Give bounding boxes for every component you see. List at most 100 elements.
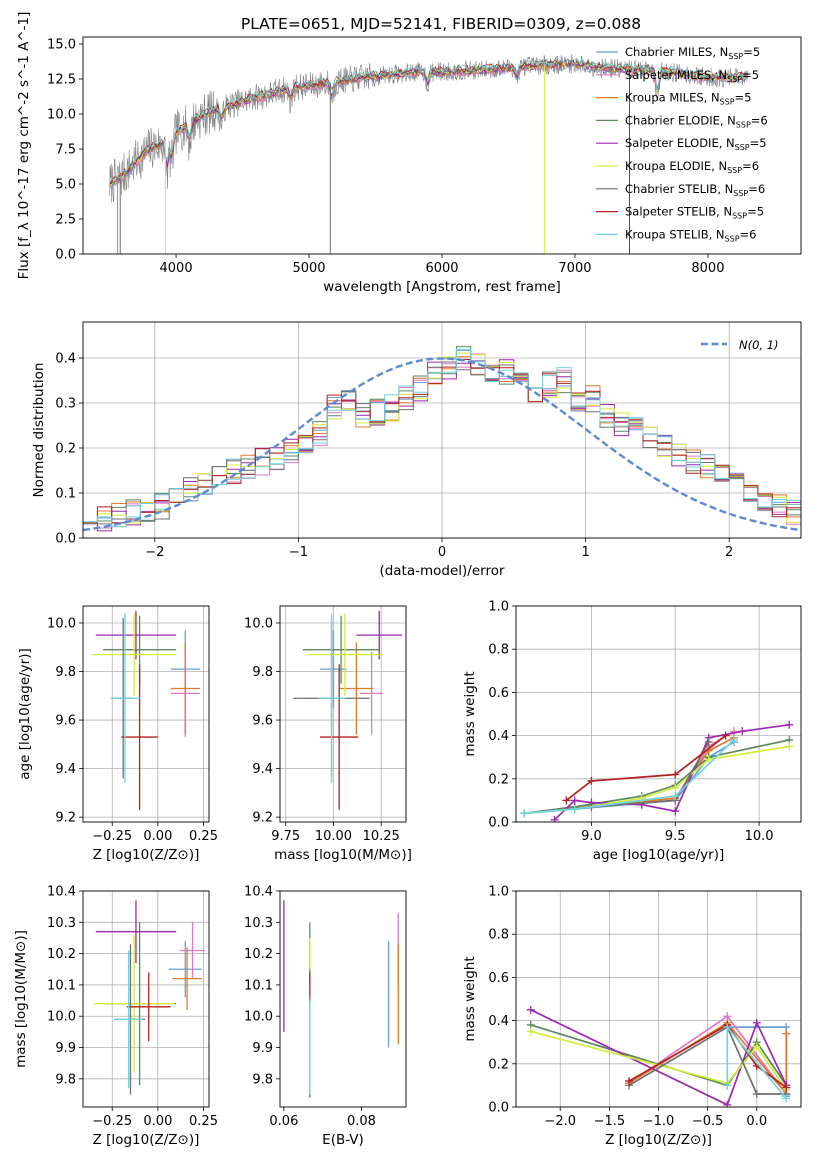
data-point [782, 1094, 791, 1103]
legend-label: Salpeter MILES, NSSP=5 [625, 68, 759, 84]
model-spectrum-kroupa-stelib [109, 57, 747, 183]
x-tick-label: −1 [289, 545, 308, 560]
legend-label: Chabrier ELODIE, NSSP=6 [625, 113, 768, 129]
y-tick-label: 7.5 [55, 143, 76, 158]
x-tick-label: 10.00 [315, 829, 352, 844]
data-point [625, 1077, 634, 1086]
y-tick-label: 0.0 [55, 248, 76, 263]
x-tick-label: −0.25 [92, 829, 132, 844]
histogram-chabrier-elodie [83, 346, 801, 524]
y-tick-label: 9.4 [252, 762, 273, 777]
y-tick-label: 0.0 [488, 1101, 509, 1116]
errorbar-chabrier-miles [320, 630, 347, 708]
errorbar-kroupa-miles [170, 642, 200, 735]
errorbar-chabrier-miles [168, 941, 202, 998]
errorbar-kroupa-miles [172, 947, 202, 1010]
y-tick-label: 9.6 [55, 714, 76, 729]
errorbar-kroupa-stelib [114, 950, 144, 1089]
series-salpeter-stelib [565, 734, 727, 802]
data-point [526, 1027, 535, 1036]
y-tick-label: 0.0 [488, 816, 509, 831]
series-salpeter-miles [524, 730, 735, 815]
data-point [570, 796, 579, 805]
y-tick-label: 10.1 [47, 978, 76, 993]
series-kroupa-elodie [524, 745, 790, 815]
x-axis-label: mass [log10(M/M⊙)] [274, 847, 412, 863]
x-tick-label: 0.25 [189, 1114, 218, 1129]
data-point [704, 738, 713, 747]
panel-massweight-vs-age: 9.0 9.5 10.0 0.0 0.2 0.4 0.6 0.8 1.0 age [log10(a… [462, 600, 802, 863]
y-tick-label: 9.9 [252, 1041, 273, 1056]
y-axis-label: Flux [f_λ 10^-17 erg cm^-2 s^-1 A^-1] [16, 12, 32, 280]
data-point [704, 755, 713, 764]
y-tick-label: 10.0 [47, 108, 76, 123]
y-tick-label: 9.9 [55, 1041, 76, 1056]
errorbar-salpeter-elodie [95, 900, 177, 963]
panel-mass-vs-ebv: 0.06 0.08 9.8 9.9 10.0 10.1 10.2 10.3 10.4 E(B-V) [244, 885, 407, 1148]
legend-label: Salpeter STELIB, NSSP=5 [625, 205, 764, 221]
errorbar-kroupa-stelib [318, 613, 345, 784]
legend-label: Salpeter ELODIE, NSSP=5 [625, 136, 767, 152]
y-tick-label: 9.8 [252, 1072, 273, 1087]
histogram-kroupa-elodie [83, 352, 801, 524]
data-point [723, 1023, 732, 1032]
data-point [520, 809, 529, 818]
errorbar-kroupa-elodie [306, 613, 384, 696]
y-tick-label: 0.4 [488, 729, 509, 744]
x-tick-label: 10.25 [363, 829, 400, 844]
y-tick-label: 0.1 [55, 487, 76, 502]
data-point [785, 720, 794, 729]
y-tick-label: 9.4 [55, 762, 76, 777]
x-axis-label: (data-model)/error [379, 563, 505, 579]
y-tick-label: 0.4 [55, 352, 76, 367]
y-tick-label: 0.0 [55, 532, 76, 547]
errorbar-kroupa-elodie [92, 613, 177, 696]
axes-frame [515, 890, 802, 1108]
y-tick-label: 10.2 [244, 947, 273, 962]
axes-frame [82, 890, 210, 1108]
y-tick-label: 9.8 [55, 665, 76, 680]
data-point [671, 807, 680, 816]
x-tick-label: 0.00 [143, 1114, 172, 1129]
data-point [782, 1083, 791, 1092]
y-tick-label: 1.0 [488, 885, 509, 900]
data-point [723, 1081, 732, 1090]
x-axis-label: E(B-V) [322, 1132, 364, 1148]
y-axis-label: mass [log10(M/M⊙)] [13, 930, 29, 1068]
y-tick-label: 9.8 [55, 1072, 76, 1087]
x-axis-label: age [log10(age/yr)] [593, 847, 725, 863]
y-tick-label: 0.6 [488, 971, 509, 986]
y-tick-label: 10.3 [47, 916, 76, 931]
data-point [671, 783, 680, 792]
errorbar-salpeter-stelib [126, 972, 171, 1042]
panel-mass-vs-z: −0.25 0.00 0.25 9.8 9.9 10.0 10.1 10.2 10.3 10.4 Z… [13, 885, 218, 1149]
errorbar-salpeter-stelib [320, 664, 359, 810]
errorbar-salpeter-elodie [95, 610, 177, 660]
histogram-chabrier-miles [83, 349, 801, 525]
y-tick-label: 10.0 [47, 1010, 76, 1025]
histogram-salpeter-miles [83, 353, 801, 529]
x-tick-label: −1.5 [594, 1114, 626, 1129]
figure-title: PLATE=0651, MJD=52141, FIBERID=0309, z=0… [241, 15, 641, 33]
x-tick-label: 9.5 [665, 829, 686, 844]
x-tick-label: 0.00 [143, 829, 172, 844]
x-tick-label: −1.0 [643, 1114, 675, 1129]
legend-label: Kroupa MILES, NSSP=5 [625, 91, 751, 107]
y-tick-label: 0.8 [488, 928, 509, 943]
data-point [738, 727, 747, 736]
data-point [570, 805, 579, 814]
y-tick-label: 10.3 [244, 916, 273, 931]
y-tick-label: 9.6 [252, 714, 273, 729]
axes-frame [82, 321, 802, 539]
x-tick-label: 0.06 [269, 1114, 298, 1129]
legend-label: Kroupa ELODIE, NSSP=6 [625, 159, 759, 175]
y-tick-label: 0.2 [488, 772, 509, 787]
y-axis-label: age [log10(age/yr)] [17, 648, 33, 780]
x-tick-label: 9.0 [581, 829, 602, 844]
y-tick-label: 9.2 [55, 811, 76, 826]
x-tick-label: 0.08 [347, 1114, 376, 1129]
y-tick-label: 5.0 [55, 178, 76, 193]
errorbar-salpeter-stelib [121, 664, 158, 810]
x-tick-label: 0.0 [746, 1114, 767, 1129]
